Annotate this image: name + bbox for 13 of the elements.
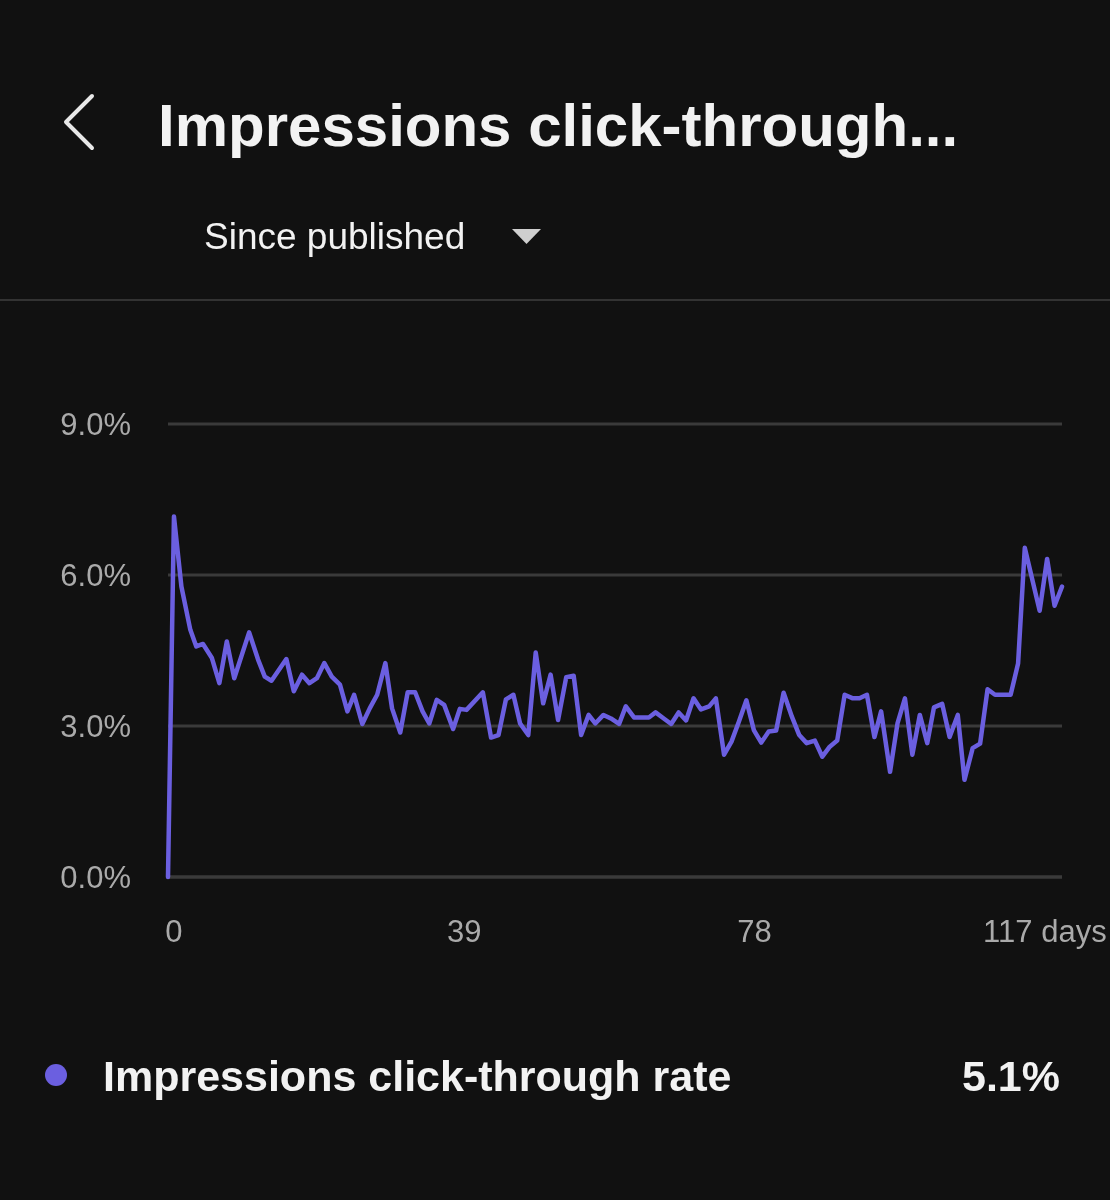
text: 5.1% — [961, 1052, 1060, 1101]
x-tick-label: 0 — [165, 914, 183, 949]
chart-subtitle: Since published — [204, 216, 466, 257]
x-tick-label: 117 days — [983, 914, 1107, 949]
x-tick-label: 39 — [447, 914, 482, 949]
y-tick-label: 9.0% — [60, 406, 131, 442]
y-tick-label: 6.0% — [60, 557, 131, 593]
y-tick-label: 3.0% — [60, 708, 131, 744]
x-tick-label: 78 — [737, 914, 772, 949]
y-tick-label: 0.0% — [60, 859, 131, 895]
legend-label: Impressions click-through rate — [103, 1052, 732, 1101]
chart-title: Impressions click-through... — [158, 92, 959, 159]
line-series — [165, 514, 1065, 880]
